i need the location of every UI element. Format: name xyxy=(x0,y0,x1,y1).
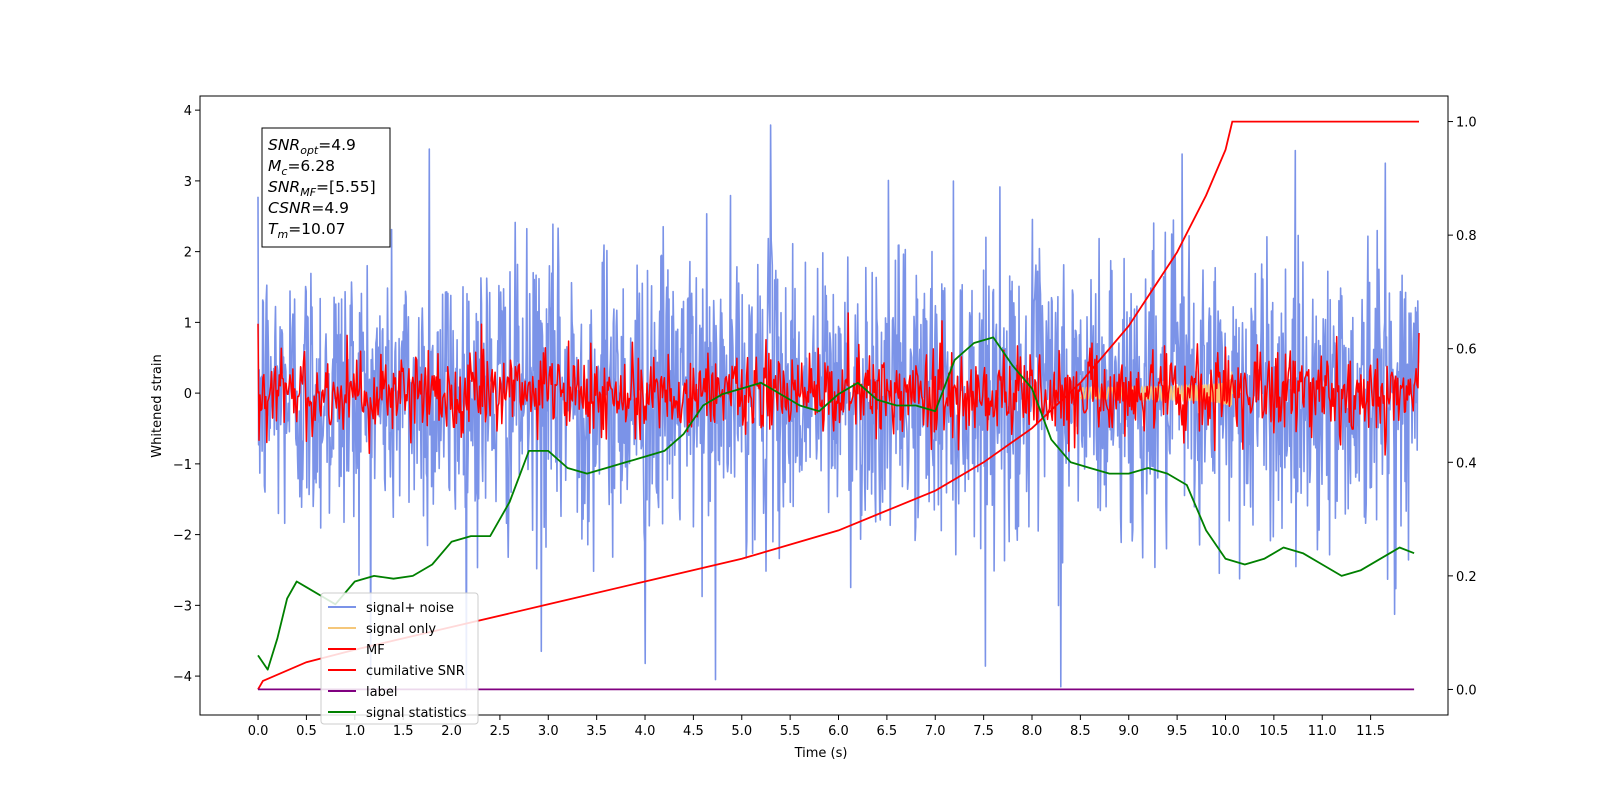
y-tick-label: −4 xyxy=(173,670,192,685)
annotation-box: SNRopt=4.9Mc=6.28SNRMF=[5.55]CSNR=4.9Tm=… xyxy=(261,127,391,248)
annotation-value: =4.9 xyxy=(311,199,349,217)
annotation-subscript: opt xyxy=(300,144,319,157)
annotation-line: SNRMF=[5.55] xyxy=(268,178,376,199)
x-tick-label: 8.0 xyxy=(1022,724,1043,739)
legend-label: cumilative SNR xyxy=(366,664,465,679)
x-tick-label: 10.0 xyxy=(1211,724,1240,739)
annotation-symbol: SNR xyxy=(268,178,300,196)
x-tick-label: 3.5 xyxy=(586,724,607,739)
annotation-frame xyxy=(261,127,391,248)
annotation-line: SNRopt=4.9 xyxy=(268,136,356,157)
annotation-symbol: CSNR xyxy=(268,199,311,217)
x-tick-label: 7.0 xyxy=(925,724,946,739)
legend-label: signal+ noise xyxy=(366,601,454,616)
x-tick-label: 8.5 xyxy=(1070,724,1091,739)
x-tick-label: 1.5 xyxy=(393,724,414,739)
legend: signal+ noise signal only MF cumilative SNR… xyxy=(320,592,479,725)
annotation-subscript: m xyxy=(277,228,288,241)
y2-tick-label: 0.8 xyxy=(1456,229,1477,244)
legend-label: signal statistics xyxy=(366,706,467,721)
x-tick-label: 0.0 xyxy=(248,724,269,739)
y2-tick-label: 0.2 xyxy=(1456,570,1477,585)
x-tick-label: 5.5 xyxy=(780,724,801,739)
y-axis-right: 1.0 0.8 0.6 0.4 0.2 0.0 xyxy=(1448,116,1477,698)
annotation-subscript: c xyxy=(281,165,287,178)
annotation-symbol: T xyxy=(268,220,279,238)
y-tick-label: 4 xyxy=(184,104,192,119)
x-tick-label: 11.0 xyxy=(1308,724,1337,739)
annotation-subscript: MF xyxy=(300,186,316,199)
y-axis-label: Whitened strain xyxy=(150,354,165,457)
x-tick-label: 2.5 xyxy=(490,724,511,739)
y2-tick-label: 0.6 xyxy=(1456,343,1477,358)
x-tick-label: 11.5 xyxy=(1356,724,1385,739)
annotation-line: Mc=6.28 xyxy=(268,157,335,178)
series-signal-statistics xyxy=(257,336,1415,671)
x-tick-label: 2.0 xyxy=(441,724,462,739)
legend-label: signal only xyxy=(366,622,436,637)
y-tick-label: −3 xyxy=(173,599,192,614)
series-mf xyxy=(257,312,1420,456)
annotation-value: =10.07 xyxy=(288,220,345,238)
x-axis: 0.0 0.5 1.0 1.5 2.0 2.5 3.0 3.5 4.0 4.5 5.0 5.5 6.0 6… xyxy=(248,715,1385,739)
y-tick-label: −1 xyxy=(173,458,192,473)
x-tick-label: 9.0 xyxy=(1118,724,1139,739)
annotation-line: Tm=10.07 xyxy=(268,220,346,241)
annotation-value: =4.9 xyxy=(318,136,356,154)
x-tick-label: 9.5 xyxy=(1167,724,1188,739)
x-tick-label: 4.0 xyxy=(635,724,656,739)
y2-tick-label: 0.0 xyxy=(1456,683,1477,698)
y-tick-label: 1 xyxy=(184,316,192,331)
y-tick-label: 2 xyxy=(184,246,192,261)
x-tick-label: 4.5 xyxy=(683,724,704,739)
x-tick-label: 0.5 xyxy=(296,724,317,739)
y-tick-label: 3 xyxy=(184,175,192,190)
annotation-lines: SNRopt=4.9Mc=6.28SNRMF=[5.55]CSNR=4.9Tm=… xyxy=(268,136,376,241)
annotation-value: =6.28 xyxy=(287,157,335,175)
y2-tick-label: 1.0 xyxy=(1456,116,1477,131)
plot-frame xyxy=(199,95,1449,716)
x-tick-label: 7.5 xyxy=(973,724,994,739)
x-tick-label: 1.0 xyxy=(344,724,365,739)
annotation-symbol: M xyxy=(268,157,281,175)
legend-entries: signal+ noise signal only MF cumilative SNR… xyxy=(328,601,467,721)
legend-label: MF xyxy=(366,643,385,658)
y-axis-left: 4 3 2 1 0 −1 −2 −3 −4 xyxy=(173,104,200,685)
y-tick-label: −2 xyxy=(173,529,192,544)
y-tick-label: 0 xyxy=(184,387,192,402)
x-tick-label: 6.5 xyxy=(877,724,898,739)
annotation-line: CSNR=4.9 xyxy=(268,199,349,217)
x-axis-label: Time (s) xyxy=(794,746,848,761)
legend-label: label xyxy=(366,685,397,700)
x-tick-label: 6.0 xyxy=(828,724,849,739)
annotation-symbol: SNR xyxy=(268,136,300,154)
annotation-value: =[5.55] xyxy=(316,178,376,196)
x-tick-label: 3.0 xyxy=(538,724,559,739)
x-tick-label: 10.5 xyxy=(1259,724,1288,739)
y2-tick-label: 0.4 xyxy=(1456,456,1477,471)
legend-frame xyxy=(320,592,479,725)
x-tick-label: 5.0 xyxy=(731,724,752,739)
